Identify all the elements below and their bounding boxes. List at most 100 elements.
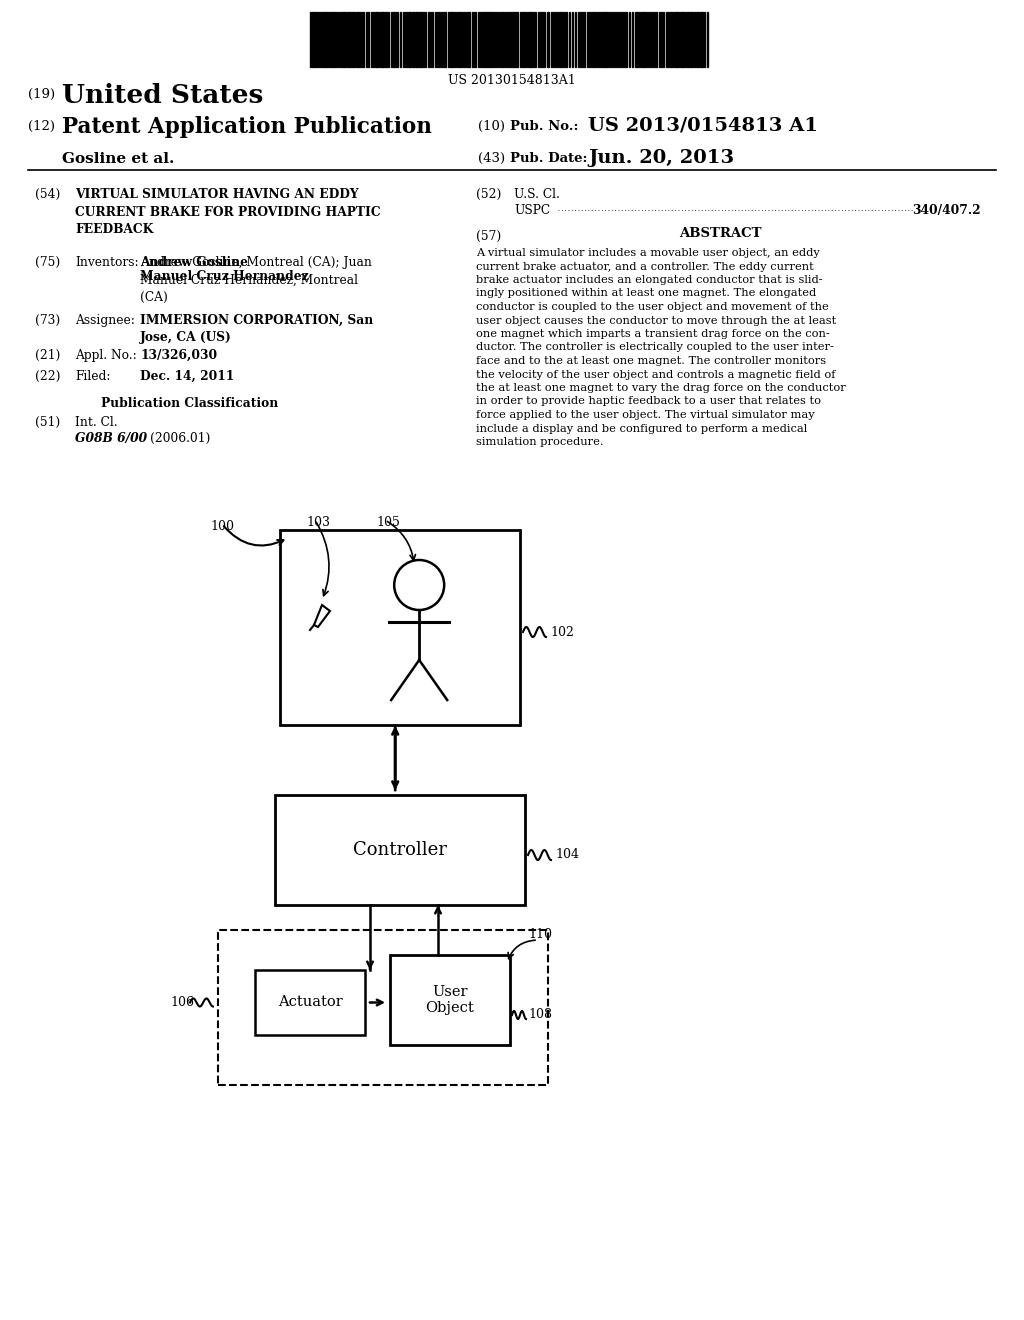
Text: (52): (52) [476,187,502,201]
Text: Patent Application Publication: Patent Application Publication [62,116,432,139]
Bar [218,931,548,1085]
Text: (57): (57) [476,230,502,243]
Text: Actuator: Actuator [278,995,342,1010]
Bar [393,12,395,67]
Text: (54): (54) [35,187,60,201]
Text: force applied to the user object. The virtual simulator may: force applied to the user object. The vi… [476,411,815,420]
Text: US 2013/0154813 A1: US 2013/0154813 A1 [588,116,818,135]
Text: Andrew Gosline, Montreal (CA); Juan
Manuel Cruz Hernandez, Montreal
(CA): Andrew Gosline, Montreal (CA); Juan Manu… [140,256,372,304]
Bar [280,531,520,725]
Text: face and to the at least one magnet. The controller monitors: face and to the at least one magnet. The… [476,356,826,366]
Bar [690,12,692,67]
Text: Pub. No.:: Pub. No.: [510,120,579,133]
Text: brake actuator includes an elongated conductor that is slid-: brake actuator includes an elongated con… [476,275,822,285]
Bar [559,12,561,67]
Text: 340/407.2: 340/407.2 [912,205,981,216]
Bar [512,12,514,67]
Text: Jun. 20, 2013: Jun. 20, 2013 [588,149,734,168]
Text: 104: 104 [555,849,579,862]
Text: U.S. Cl.: U.S. Cl. [514,187,560,201]
Bar [602,12,604,67]
Bar [312,12,314,67]
Text: USPC: USPC [514,205,550,216]
Bar [406,12,407,67]
Text: (2006.01): (2006.01) [150,432,210,445]
Bar [333,12,335,67]
Text: 108: 108 [528,1008,552,1022]
Bar [255,970,365,1035]
Bar [352,12,354,67]
Text: United States: United States [62,83,263,108]
Text: Pub. Date:: Pub. Date: [510,152,588,165]
Text: A virtual simulator includes a movable user object, an eddy: A virtual simulator includes a movable u… [476,248,820,257]
Text: Gosline et al.: Gosline et al. [62,152,174,166]
Bar [275,795,525,906]
Text: 102: 102 [550,626,573,639]
Bar [444,12,446,67]
Bar [390,954,510,1045]
Bar [450,12,453,67]
Text: VIRTUAL SIMULATOR HAVING AN EDDY
CURRENT BRAKE FOR PROVIDING HAPTIC
FEEDBACK: VIRTUAL SIMULATOR HAVING AN EDDY CURRENT… [75,187,381,236]
Bar [605,12,607,67]
Text: Assignee:: Assignee: [75,314,135,327]
Bar [502,12,504,67]
Text: Inventors:: Inventors: [75,256,138,269]
Bar [419,12,422,67]
Bar [385,12,387,67]
Bar [697,12,699,67]
Text: Int. Cl.: Int. Cl. [75,416,118,429]
Text: ABSTRACT: ABSTRACT [679,227,761,240]
Bar [482,12,484,67]
Bar [322,12,324,67]
Bar [635,12,638,67]
Bar [700,12,703,67]
Text: US 20130154813A1: US 20130154813A1 [449,74,575,87]
Bar [522,12,524,67]
Text: Dec. 14, 2011: Dec. 14, 2011 [140,370,234,383]
Text: the velocity of the user object and controls a magnetic field of: the velocity of the user object and cont… [476,370,836,380]
Bar [490,12,493,67]
Text: Manuel Cruz Hernandez: Manuel Cruz Hernandez [140,271,308,282]
Text: (19): (19) [28,88,55,102]
Text: 13/326,030: 13/326,030 [140,348,217,362]
Text: (12): (12) [28,120,55,133]
Text: ductor. The controller is electrically coupled to the user inter-: ductor. The controller is electrically c… [476,342,834,352]
Text: (21): (21) [35,348,60,362]
Bar [342,12,345,67]
Text: IMMERSION CORPORATION, San
Jose, CA (US): IMMERSION CORPORATION, San Jose, CA (US) [140,314,374,345]
Bar [375,12,378,67]
Text: (75): (75) [35,256,60,269]
Text: (73): (73) [35,314,60,327]
Text: current brake actuator, and a controller. The eddy current: current brake actuator, and a controller… [476,261,814,272]
Bar [315,12,317,67]
Bar [675,12,678,67]
Bar [474,12,476,67]
Text: 100: 100 [210,520,234,533]
Text: 105: 105 [376,516,400,529]
Bar [412,12,414,67]
Text: (10): (10) [478,120,505,133]
Bar [408,12,411,67]
Text: (43): (43) [478,152,505,165]
Bar [381,12,384,67]
Bar [529,12,532,67]
Text: simulation procedure.: simulation procedure. [476,437,603,447]
Bar [485,12,487,67]
Text: Andrew Gosline: Andrew Gosline [140,256,248,269]
Text: include a display and be configured to perform a medical: include a display and be configured to p… [476,424,807,433]
Bar [593,12,595,67]
Bar [509,12,511,67]
Bar [437,12,439,67]
Bar [670,12,672,67]
Text: one magnet which imparts a transient drag force on the con-: one magnet which imparts a transient dra… [476,329,829,339]
Bar [330,12,332,67]
Text: user object causes the conductor to move through the at least: user object causes the conductor to move… [476,315,837,326]
Bar [348,12,351,67]
Bar [467,12,470,67]
Text: in order to provide haptic feedback to a user that relates to: in order to provide haptic feedback to a… [476,396,821,407]
Text: (22): (22) [35,370,60,383]
Bar [415,12,418,67]
Bar [458,12,460,67]
Text: Controller: Controller [353,841,446,859]
Bar [362,12,364,67]
